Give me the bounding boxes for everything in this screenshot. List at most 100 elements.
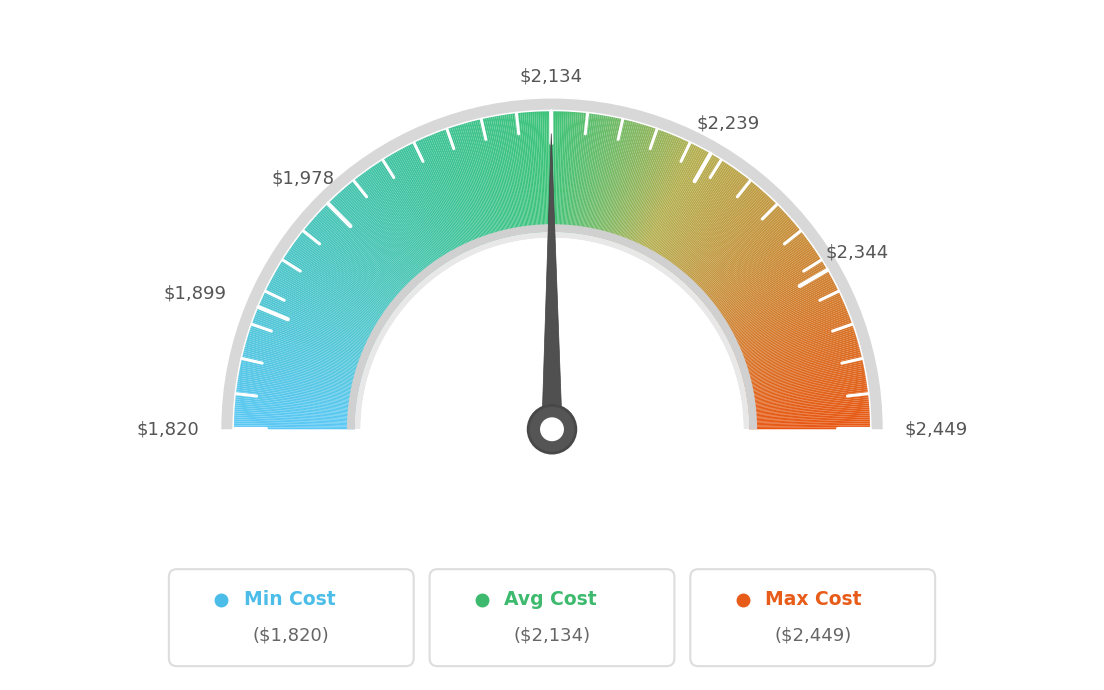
- Wedge shape: [440, 131, 484, 245]
- Wedge shape: [235, 404, 355, 415]
- Wedge shape: [266, 288, 375, 343]
- Wedge shape: [701, 222, 795, 302]
- Wedge shape: [684, 193, 767, 284]
- Wedge shape: [242, 358, 360, 386]
- Wedge shape: [514, 113, 530, 233]
- Wedge shape: [633, 139, 683, 250]
- Wedge shape: [683, 192, 765, 283]
- Wedge shape: [490, 117, 516, 236]
- Wedge shape: [731, 296, 841, 348]
- Wedge shape: [659, 162, 725, 264]
- Wedge shape: [380, 161, 446, 264]
- Wedge shape: [593, 118, 619, 237]
- Wedge shape: [737, 319, 851, 362]
- Wedge shape: [348, 184, 426, 278]
- Wedge shape: [234, 409, 355, 418]
- Wedge shape: [636, 141, 689, 251]
- Wedge shape: [739, 329, 854, 368]
- Wedge shape: [747, 391, 868, 407]
- Wedge shape: [238, 372, 358, 395]
- Wedge shape: [741, 337, 857, 373]
- Wedge shape: [510, 114, 528, 234]
- Wedge shape: [743, 352, 861, 383]
- Wedge shape: [243, 352, 361, 383]
- Wedge shape: [329, 201, 414, 289]
- Wedge shape: [307, 225, 401, 304]
- Wedge shape: [661, 165, 731, 266]
- Wedge shape: [316, 215, 406, 297]
- Wedge shape: [295, 241, 393, 313]
- Wedge shape: [559, 112, 564, 233]
- Wedge shape: [613, 127, 652, 242]
- Wedge shape: [373, 165, 443, 266]
- Wedge shape: [237, 384, 357, 402]
- Wedge shape: [524, 112, 535, 233]
- Wedge shape: [735, 312, 848, 358]
- Wedge shape: [234, 411, 355, 420]
- Wedge shape: [242, 356, 360, 385]
- Wedge shape: [572, 113, 586, 233]
- Wedge shape: [580, 115, 597, 234]
- Wedge shape: [475, 120, 506, 238]
- Wedge shape: [473, 121, 505, 238]
- Wedge shape: [737, 322, 852, 364]
- Wedge shape: [615, 128, 656, 243]
- Wedge shape: [554, 111, 558, 232]
- Wedge shape: [574, 113, 590, 233]
- Wedge shape: [244, 346, 362, 379]
- Wedge shape: [749, 405, 869, 415]
- Wedge shape: [741, 335, 857, 372]
- Wedge shape: [456, 126, 493, 242]
- Wedge shape: [500, 115, 521, 235]
- Wedge shape: [406, 146, 463, 254]
- Wedge shape: [268, 283, 376, 339]
- Text: ($2,134): ($2,134): [513, 627, 591, 644]
- Wedge shape: [311, 221, 403, 301]
- Wedge shape: [583, 115, 604, 235]
- Wedge shape: [285, 255, 386, 323]
- Wedge shape: [252, 322, 367, 364]
- Wedge shape: [631, 138, 682, 249]
- Wedge shape: [686, 195, 768, 285]
- Wedge shape: [599, 121, 631, 238]
- Wedge shape: [560, 112, 566, 233]
- Wedge shape: [697, 213, 786, 296]
- Wedge shape: [618, 130, 661, 244]
- Wedge shape: [715, 252, 817, 321]
- Wedge shape: [375, 164, 443, 266]
- Wedge shape: [435, 133, 480, 246]
- Wedge shape: [459, 124, 496, 241]
- Wedge shape: [729, 286, 837, 342]
- Wedge shape: [614, 128, 654, 243]
- Wedge shape: [351, 181, 428, 277]
- Wedge shape: [221, 99, 883, 429]
- Wedge shape: [437, 132, 481, 246]
- Wedge shape: [749, 409, 870, 418]
- FancyBboxPatch shape: [429, 569, 675, 666]
- Wedge shape: [586, 116, 609, 235]
- Wedge shape: [696, 212, 785, 295]
- Wedge shape: [258, 305, 371, 353]
- Wedge shape: [467, 122, 500, 239]
- Wedge shape: [432, 135, 478, 247]
- Wedge shape: [236, 386, 357, 404]
- Wedge shape: [609, 125, 647, 241]
- Wedge shape: [745, 370, 864, 393]
- Wedge shape: [265, 290, 374, 344]
- Wedge shape: [237, 382, 357, 401]
- Wedge shape: [433, 134, 479, 246]
- Wedge shape: [627, 135, 675, 247]
- Wedge shape: [638, 144, 693, 253]
- Wedge shape: [492, 117, 517, 235]
- Wedge shape: [722, 268, 827, 330]
- Wedge shape: [360, 175, 434, 272]
- Wedge shape: [607, 124, 643, 240]
- Wedge shape: [690, 201, 775, 289]
- Wedge shape: [274, 273, 381, 333]
- Wedge shape: [296, 239, 394, 313]
- Wedge shape: [720, 262, 824, 327]
- Wedge shape: [724, 276, 831, 335]
- Wedge shape: [620, 131, 664, 245]
- Wedge shape: [390, 155, 453, 259]
- Wedge shape: [314, 217, 405, 299]
